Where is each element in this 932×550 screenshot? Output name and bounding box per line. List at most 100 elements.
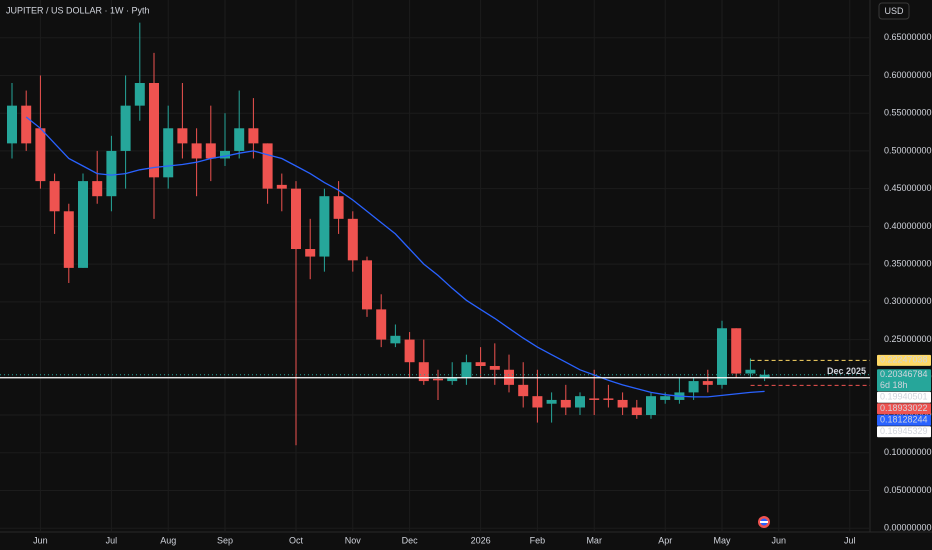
candle-body (149, 83, 159, 178)
x-tick-label: Jun (772, 535, 787, 545)
candle-body (702, 381, 713, 385)
candle-body (688, 381, 699, 393)
candle-body (205, 143, 216, 159)
price-label: 0.18933022 (880, 403, 928, 413)
candle-body (447, 377, 458, 382)
price-label-box (877, 354, 931, 366)
candle-body (276, 184, 287, 189)
price-label-box (877, 369, 931, 392)
candle-body (575, 396, 585, 408)
y-tick-label: 0.50000000 (884, 145, 932, 155)
candle-body (518, 384, 529, 397)
price-label: 0.16945329 (880, 426, 928, 436)
x-tick-label: Nov (345, 535, 362, 545)
y-tick-label: 0.15000000 (884, 409, 932, 419)
y-tick-label: 0.40000000 (884, 221, 932, 231)
price-label: 0.20346784 (880, 369, 928, 379)
candle-body (7, 105, 17, 144)
candle-body (163, 128, 174, 178)
countdown-label: 6d 18h (880, 380, 908, 390)
y-tick-label: 0.05000000 (884, 485, 932, 495)
candle-body (120, 105, 131, 151)
candle-body (418, 362, 429, 382)
currency-button[interactable] (878, 2, 910, 20)
candle-body (390, 335, 401, 344)
candle-body (220, 150, 230, 159)
candle-body (759, 374, 770, 378)
price-label: 0.18128244 (880, 415, 928, 425)
price-label: 0.22247038 (880, 355, 928, 365)
moving-average (25, 116, 765, 398)
candle-body (234, 128, 245, 151)
candle-body (362, 260, 372, 310)
candle-body (262, 143, 273, 189)
x-tick-label: Apr (658, 535, 672, 545)
candle-body (177, 128, 188, 144)
x-tick-label: Oct (289, 535, 304, 545)
x-tick-label: Aug (160, 535, 176, 545)
candle-body (560, 399, 571, 408)
x-tick-label: Sep (217, 535, 233, 545)
candle-body (646, 396, 656, 416)
candle-body (248, 128, 259, 144)
candle-body (305, 249, 316, 257)
candle-body (660, 396, 671, 400)
y-tick-label: 0.30000000 (884, 296, 932, 306)
candle-body (106, 150, 117, 197)
candle-body (63, 211, 74, 268)
currency-label[interactable]: USD (884, 6, 904, 16)
candle-body (191, 143, 202, 159)
x-tick-label: Mar (586, 535, 602, 545)
candle-body (376, 309, 387, 340)
y-tick-label: 0.10000000 (884, 447, 932, 457)
candle-body (333, 196, 344, 219)
candle-body (21, 105, 32, 144)
candle-body (49, 181, 60, 212)
candle-body (92, 181, 103, 197)
price-label-box (877, 414, 931, 426)
candle-body (319, 196, 330, 257)
candle-body (717, 328, 727, 385)
candle-body (475, 362, 486, 366)
candle-body (532, 396, 543, 408)
candle-body (617, 399, 628, 408)
event-icon (758, 516, 770, 528)
candle-body (589, 398, 600, 400)
price-label-box (877, 403, 931, 415)
x-tick-label: Jun (33, 535, 48, 545)
candle-body (35, 128, 46, 182)
candle-body (731, 328, 742, 374)
y-tick-label: 0.55000000 (884, 108, 932, 118)
x-tick-label: Dec (402, 535, 419, 545)
x-tick-label: Jul (106, 535, 118, 545)
candle-body (631, 407, 642, 416)
y-tick-label: 0.25000000 (884, 334, 932, 344)
y-tick-label: 0.60000000 (884, 70, 932, 80)
x-tick-label: May (713, 535, 731, 545)
candle-body (461, 362, 472, 378)
price-label: 0.19940501 (880, 392, 928, 402)
x-tick-label: 2026 (471, 535, 491, 545)
line-label: Dec 2025 (827, 366, 866, 376)
candle-body (433, 378, 443, 381)
candle-body (546, 399, 557, 404)
candle-body (404, 339, 415, 363)
y-tick-label: 0.00000000 (884, 523, 932, 533)
price-label-box (877, 391, 931, 403)
candle-body (78, 181, 88, 268)
candle-body (347, 218, 358, 261)
y-tick-label: 0.45000000 (884, 183, 932, 193)
price-label-box (877, 426, 931, 438)
y-tick-label: 0.65000000 (884, 32, 932, 42)
candle-body (134, 83, 145, 106)
plot (0, 22, 870, 446)
x-tick-label: Feb (530, 535, 546, 545)
x-tick-label: Jul (844, 535, 856, 545)
y-tick-label: 0.35000000 (884, 258, 932, 268)
candle-body (603, 398, 614, 400)
chart-title: JUPITER / US DOLLAR · 1W · Pyth (6, 5, 150, 15)
candle-body (489, 365, 500, 370)
candle-body (291, 188, 301, 250)
candle-body (745, 369, 756, 374)
